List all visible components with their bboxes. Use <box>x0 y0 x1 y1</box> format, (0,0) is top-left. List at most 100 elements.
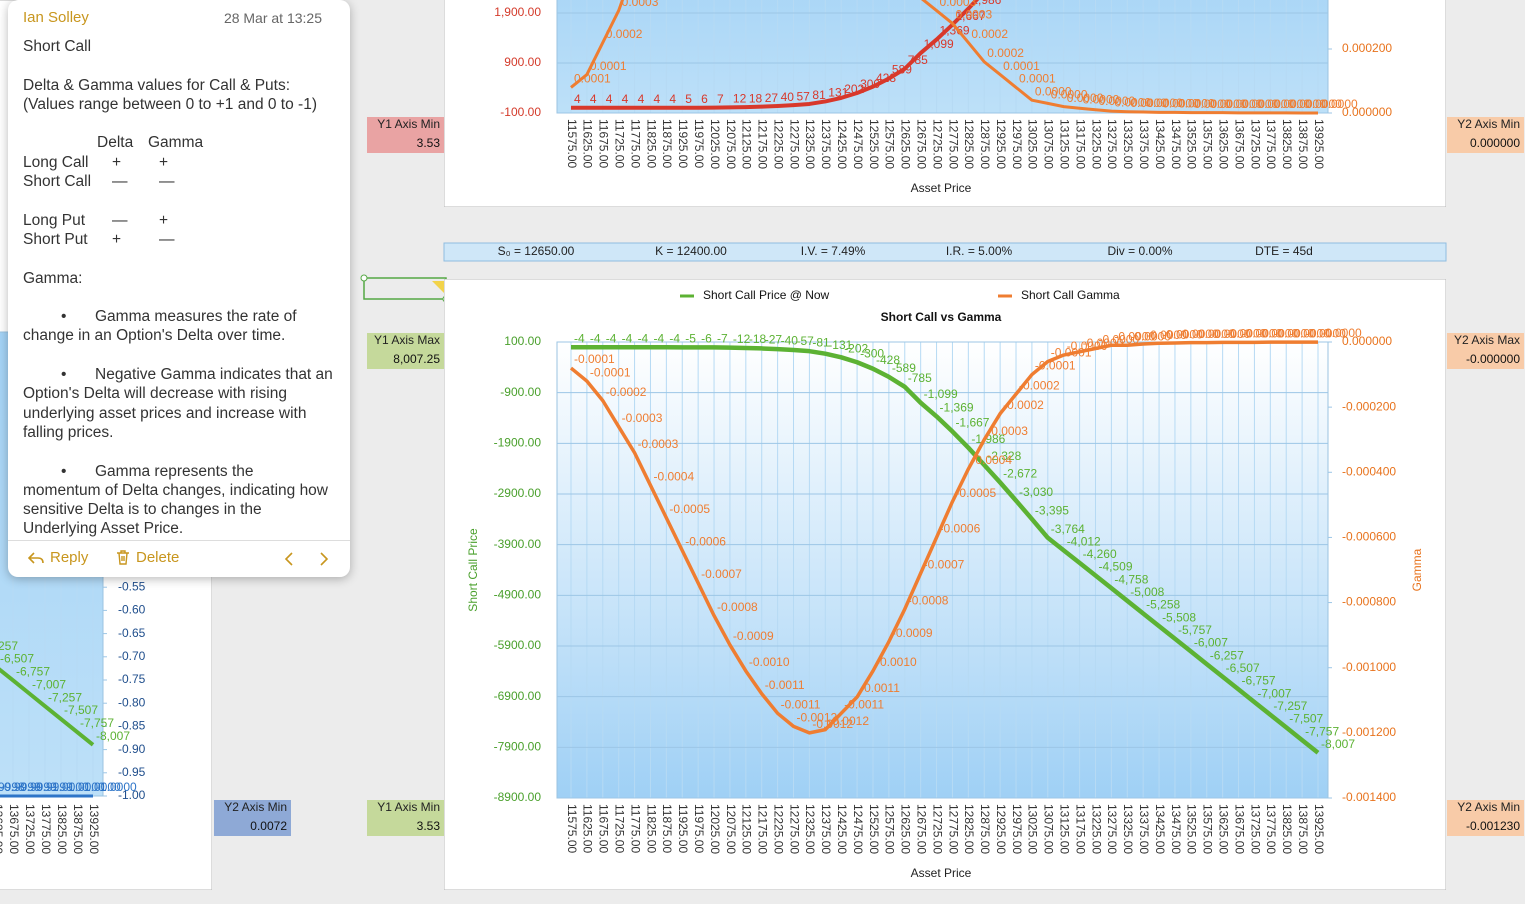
x-tick-label: 11875.00 <box>660 804 674 853</box>
x-tick-label: 11675.00 <box>597 804 611 853</box>
x-tick-label: 11775.00 <box>628 119 642 168</box>
data-label: 5 <box>685 92 692 106</box>
prev-button[interactable] <box>284 552 296 566</box>
y-tick-label: -4900.00 <box>494 588 542 602</box>
data-label: -2,328 <box>987 449 1021 463</box>
data-label: 1,099 <box>924 37 954 51</box>
data-label: -300 <box>860 346 884 360</box>
data-label: -0.0010 <box>749 655 790 669</box>
data-label: -1.0000 <box>64 780 105 794</box>
y-tick-label: 900.00 <box>504 55 541 69</box>
param: Div = 0.00% <box>1107 244 1172 258</box>
data-label: 1,667 <box>955 9 985 23</box>
x-tick-label: 12225.00 <box>771 804 785 854</box>
data-label: -40 <box>781 333 799 347</box>
data-label: -0.0011 <box>860 681 900 695</box>
x-tick-label: 12825.00 <box>962 119 976 169</box>
data-label: 0.0000 <box>1035 84 1072 98</box>
x-tick-label: 13325.00 <box>1121 119 1135 169</box>
y2-axis-title: Gamma <box>1410 548 1424 591</box>
x-tick-label: 11975.00 <box>692 804 706 853</box>
data-label: -4,260 <box>1083 547 1117 561</box>
cell-value: 3.53 <box>417 136 441 150</box>
comment-time: 28 Mar at 13:25 <box>223 10 322 26</box>
x-tick-label: 12025.00 <box>708 804 722 854</box>
handle <box>360 274 368 282</box>
x-tick-label: 12075.00 <box>724 804 738 854</box>
data-label: -0.0002 <box>606 385 647 399</box>
cell-value: -0.001230 <box>1466 819 1520 833</box>
data-label: -2,672 <box>1003 467 1037 481</box>
table-cell: + <box>112 153 122 171</box>
x-tick-label: 11775.00 <box>628 804 642 853</box>
comment-line: (Values range between 0 to +1 and 0 to -… <box>23 95 317 113</box>
x-tick-label: 13225.00 <box>1089 804 1103 854</box>
y2-tick-label: -0.70 <box>118 649 146 663</box>
data-label: -6,507 <box>1226 661 1260 675</box>
y2-tick-label: -0.001400 <box>1342 790 1396 804</box>
data-label: -1,099 <box>924 387 958 401</box>
x-tick-label: 11925.00 <box>676 119 690 168</box>
x-tick-label: 11625.00 <box>581 119 595 168</box>
trash-icon <box>117 550 129 565</box>
data-label: 6 <box>701 92 708 106</box>
data-label: 0.0000 <box>1146 96 1183 110</box>
data-label: -18 <box>749 332 767 346</box>
data-label: -0.0001 <box>590 365 631 379</box>
data-label: 4 <box>638 92 645 106</box>
data-label: -5,757 <box>1178 623 1212 637</box>
cell-value: 3.53 <box>417 819 441 833</box>
next-button[interactable] <box>318 552 330 566</box>
x-tick-label: 13075.00 <box>1042 119 1056 169</box>
data-label: -6,007 <box>1194 636 1228 650</box>
data-label: -0.0000 <box>1226 326 1267 340</box>
data-label: -0.0000 <box>1257 326 1298 340</box>
data-label: -0.0012 <box>797 711 838 725</box>
x-tick-label: 12625.00 <box>899 804 913 854</box>
x-tick-label: 13875.00 <box>1296 804 1310 854</box>
x-tick-label: 12075.00 <box>724 119 738 169</box>
param: K = 12400.00 <box>655 244 727 258</box>
data-label: -0.0009 <box>892 626 933 640</box>
data-label: -0.0000 <box>1146 328 1187 342</box>
data-label: -0.0000 <box>1130 329 1171 343</box>
x-tick-label: 13625.00 <box>0 804 5 854</box>
delete-button[interactable]: Delete <box>116 549 179 566</box>
data-label: 0.0003 <box>622 0 659 9</box>
data-label: -1.0000 <box>80 780 121 794</box>
data-label: -0.0000 <box>1321 326 1362 340</box>
y2-tick-label: -0.001200 <box>1342 725 1396 739</box>
y2-tick-label: 0.000200 <box>1342 41 1392 55</box>
x-tick-label: 13125.00 <box>1058 804 1072 854</box>
reply-button[interactable]: Reply <box>28 549 88 566</box>
data-label: -6 <box>701 332 712 346</box>
bullet: Negative Gamma indicates that an Option'… <box>23 365 335 442</box>
cell <box>1447 800 1524 836</box>
x-tick-label: 13675.00 <box>7 804 21 854</box>
data-label: -0.0006 <box>940 522 981 536</box>
data-label: 0.0000 <box>1051 88 1088 102</box>
data-label: -0.0007 <box>924 557 965 571</box>
params-bar <box>443 242 1447 262</box>
data-label: 0.0000 <box>1178 97 1215 111</box>
x-tick-label: 13375.00 <box>1137 804 1151 854</box>
y2-tick-label: -0.001000 <box>1342 660 1396 674</box>
x-tick-label: 12325.00 <box>803 119 817 169</box>
x-tick-label: 12775.00 <box>946 804 960 854</box>
data-label: -8,007 <box>96 729 130 743</box>
data-label: -7,757 <box>80 716 114 730</box>
x-tick-label: 13125.00 <box>1058 119 1072 169</box>
x-tick-label: 11625.00 <box>581 804 595 853</box>
cell-value: 0.0072 <box>250 819 287 833</box>
chart: 11575.00 11625.00 11675.00 11725.00 11775.00… <box>444 0 1446 207</box>
data-label: -0.0000 <box>1067 339 1108 353</box>
x-tick-label: 11825.00 <box>644 804 658 853</box>
x-tick-label: 13725.00 <box>1248 119 1262 169</box>
data-label: -202 <box>844 341 868 355</box>
data-label: -0.0000 <box>1289 326 1330 340</box>
x-tick-label: 12425.00 <box>835 119 849 169</box>
x-tick-label: 11825.00 <box>644 119 658 168</box>
x-tick-label: 12675.00 <box>914 804 928 854</box>
data-label: -0.0001 <box>1051 346 1092 360</box>
comment-subject: Short Call <box>23 38 92 55</box>
